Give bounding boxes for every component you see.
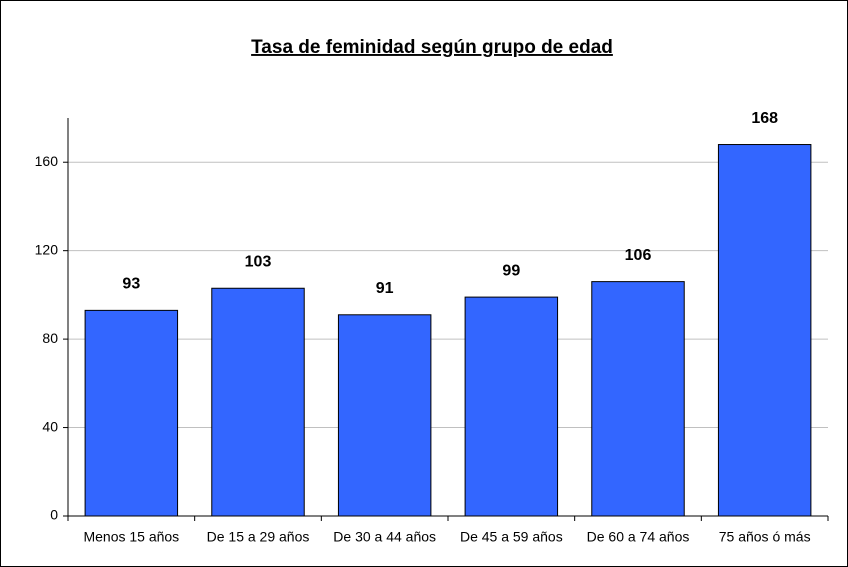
data-label: 168 (751, 110, 778, 127)
chart-title: Tasa de feminidad según grupo de edad (251, 37, 613, 58)
y-tick-label: 160 (35, 153, 59, 169)
bar (84, 309, 179, 517)
bar (717, 144, 812, 517)
bar (591, 281, 685, 517)
data-label: 103 (245, 253, 272, 270)
x-tick-label: De 30 a 44 años (333, 529, 436, 545)
x-tick-label: 75 años ó más (719, 529, 811, 545)
y-tick-label: 120 (35, 241, 59, 257)
data-label: 99 (502, 262, 520, 279)
y-tick-label: 40 (42, 418, 58, 434)
x-tick-label: Menos 15 años (83, 529, 179, 545)
x-tick-label: De 45 a 59 años (460, 529, 563, 545)
bar (211, 287, 305, 517)
data-label: 106 (625, 247, 652, 264)
y-tick-label: 80 (42, 330, 58, 346)
bar (337, 314, 432, 517)
x-tick-label: De 60 a 74 años (587, 529, 690, 545)
x-tick-label: De 15 a 29 años (207, 529, 310, 545)
data-label: 91 (376, 280, 394, 297)
data-label: 93 (122, 276, 140, 293)
bar (464, 296, 559, 517)
y-tick-label: 0 (50, 507, 58, 523)
